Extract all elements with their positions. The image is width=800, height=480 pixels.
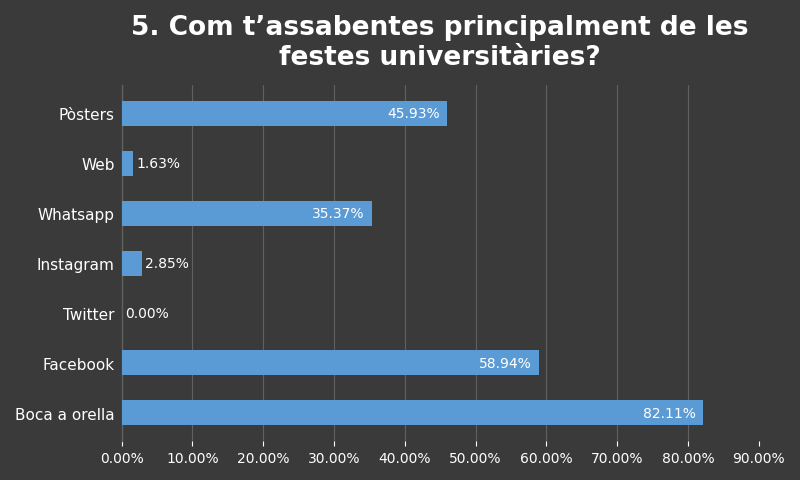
- Title: 5. Com t’assabentes principalment de les
festes universitàries?: 5. Com t’assabentes principalment de les…: [131, 15, 749, 71]
- Bar: [122, 201, 372, 226]
- Text: 0.00%: 0.00%: [125, 306, 169, 320]
- Bar: [122, 400, 703, 425]
- Text: 45.93%: 45.93%: [387, 107, 440, 121]
- Bar: [122, 251, 142, 276]
- Text: 1.63%: 1.63%: [137, 157, 181, 171]
- Bar: [122, 102, 446, 127]
- Text: 2.85%: 2.85%: [146, 256, 189, 271]
- Bar: [122, 350, 539, 375]
- Text: 58.94%: 58.94%: [479, 356, 532, 370]
- Text: 35.37%: 35.37%: [312, 207, 365, 221]
- Text: 82.11%: 82.11%: [643, 406, 696, 420]
- Bar: [122, 152, 133, 177]
